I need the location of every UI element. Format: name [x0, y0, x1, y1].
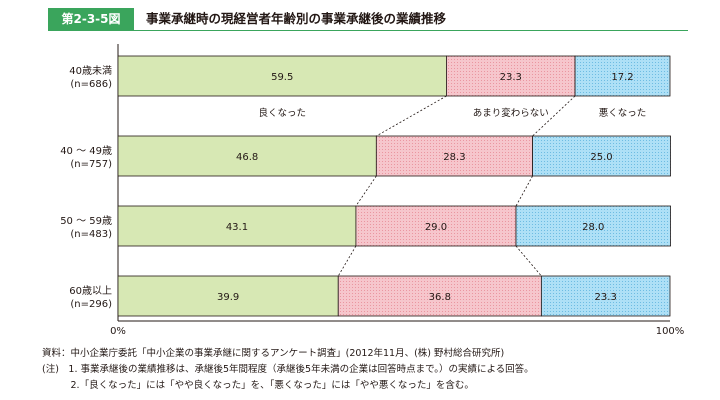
data-label-4-3: 23.3	[595, 292, 617, 303]
data-label-3-1: 43.1	[226, 222, 248, 233]
data-label-4-1: 39.9	[217, 292, 239, 303]
bar-1-series-1	[117, 55, 447, 97]
figure-number-badge: 第2-3-5図	[48, 8, 134, 30]
data-label-1-2: 23.3	[500, 72, 522, 83]
data-label-1-3: 17.2	[611, 72, 633, 83]
category-label-2: 40 ～ 49歳	[60, 145, 112, 157]
data-label-4-2: 36.8	[429, 292, 451, 303]
bar-1-series-3	[574, 55, 671, 97]
bar-3-series-2	[355, 205, 517, 247]
note-2: 2.「良くなった」には「やや良くなった」を、「悪くなった」には「やや悪くなった」…	[42, 380, 474, 391]
bar-4-series-1	[117, 275, 339, 317]
data-label-3-2: 29.0	[425, 222, 447, 233]
chart-title: 事業承継時の現経営者年齢別の事業承継後の業績推移	[146, 11, 447, 26]
legend-label-1: 良くなった	[258, 107, 306, 119]
bar-2-series-1	[117, 135, 377, 177]
source-notes: 資料：中小企業庁委託「中小企業の事業承継に関するアンケート調査」(2012年11…	[42, 346, 534, 394]
connector-2-1	[355, 175, 377, 207]
category-n-3: (n=483)	[70, 229, 112, 240]
bar-3-series-3	[515, 205, 671, 247]
connector-1-2	[532, 95, 576, 137]
figure-header: 第2-3-5図 事業承継時の現経営者年齢別の事業承継後の業績推移	[48, 8, 688, 30]
header-divider	[48, 30, 688, 31]
source-line: 資料：中小企業庁委託「中小企業の事業承継に関するアンケート調査」(2012年11…	[42, 348, 505, 359]
category-label-4: 60歳以上	[69, 285, 112, 297]
legend-label-3: 悪くなった	[599, 108, 647, 119]
x-tick-label-0: 0%	[110, 326, 126, 337]
connector-3-1	[337, 245, 357, 277]
data-label-2-3: 25.0	[590, 152, 612, 163]
bar-1-series-2	[446, 55, 576, 97]
data-label-2-1: 46.8	[236, 152, 258, 163]
category-n-4: (n=296)	[70, 299, 112, 310]
bar-2-series-3	[532, 135, 671, 177]
bar-3-series-1	[117, 205, 357, 247]
x-tick-label-100: 100%	[656, 326, 685, 337]
category-label-1: 40歳未満	[69, 65, 112, 77]
data-label-1-1: 59.5	[271, 72, 293, 83]
bar-4-series-3	[540, 275, 671, 317]
data-label-3-3: 28.0	[582, 222, 604, 233]
plot-area: 59.5 23.3 17.2 40歳未満 (n=686) 46.8 28.3 25.0 40 ～…	[60, 44, 684, 337]
data-label-2-2: 28.3	[443, 152, 465, 163]
connector-2-2	[515, 175, 533, 207]
bar-4-series-2	[337, 275, 542, 317]
legend-label-2: あまり変わらない	[473, 107, 549, 119]
stacked-bar-chart: 59.5 23.3 17.2 40歳未満 (n=686) 46.8 28.3 25.0 40 ～…	[60, 44, 684, 337]
category-label-3: 50 ～ 59歳	[60, 215, 112, 227]
note-1: (注) 1. 事業承継後の業績推移は、承継後5年間程度（承継後5年未満の企業は回…	[42, 364, 534, 375]
category-n-1: (n=686)	[70, 79, 112, 90]
connector-3-2	[515, 245, 542, 277]
connector-1-1	[376, 95, 447, 137]
category-n-2: (n=757)	[70, 159, 112, 170]
